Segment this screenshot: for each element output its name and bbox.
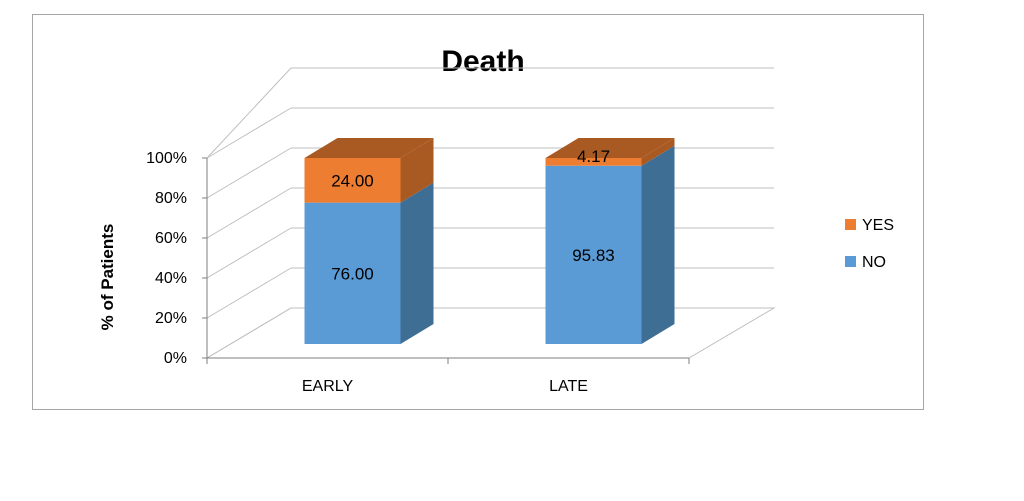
bar-side-no [641, 145, 675, 344]
side-wall-top [206, 67, 292, 159]
floor [205, 307, 776, 359]
gridline-side [206, 227, 292, 279]
legend: YES NO [845, 217, 894, 271]
gridline-side [206, 267, 292, 319]
x-tick-label: LATE [549, 378, 588, 395]
chart-title: Death [441, 45, 524, 78]
legend-label-no: NO [862, 254, 886, 271]
gridline-side [206, 107, 292, 159]
gridline-side [206, 187, 292, 239]
data-label: 24.00 [331, 171, 374, 190]
bar-side-no [400, 182, 434, 344]
legend-swatch-no [845, 256, 856, 267]
bar-front-yes [304, 158, 401, 203]
bar-top-yes [304, 138, 434, 158]
chart-svg: Death % of Patients 0% 20% 40% 60% 80% 100% EA… [98, 45, 894, 395]
data-label: 4.17 [577, 147, 610, 166]
y-axis-label: % of Patients [98, 224, 117, 331]
bar-front-yes [545, 158, 642, 166]
chart-frame: Death % of Patients 0% 20% 40% 60% 80% 100% EA… [32, 14, 924, 410]
bar-front-no [545, 165, 642, 344]
y-tick-label: 80% [155, 190, 187, 207]
x-tick-label: EARLY [302, 378, 354, 395]
legend-swatch-yes [845, 219, 856, 230]
bar-side-yes [641, 138, 675, 166]
bar-front-no [304, 202, 401, 344]
bar-top-yes [545, 138, 675, 158]
gridline-side [206, 147, 292, 199]
legend-label-yes: YES [862, 217, 894, 234]
y-tick-label: 40% [155, 270, 187, 287]
gridlines [205, 67, 776, 359]
y-tick-label: 20% [155, 310, 187, 327]
bar-side-yes [400, 138, 434, 203]
data-label: 76.00 [331, 264, 374, 283]
y-tick-label: 0% [164, 350, 187, 367]
data-label: 95.83 [572, 246, 615, 265]
y-tick-label: 100% [146, 150, 187, 167]
bars: 76.00 24.00 95.83 4.17 [304, 138, 675, 344]
y-tick-label: 60% [155, 230, 187, 247]
axes: 0% 20% 40% 60% 80% 100% EARLY LATE [146, 150, 690, 395]
